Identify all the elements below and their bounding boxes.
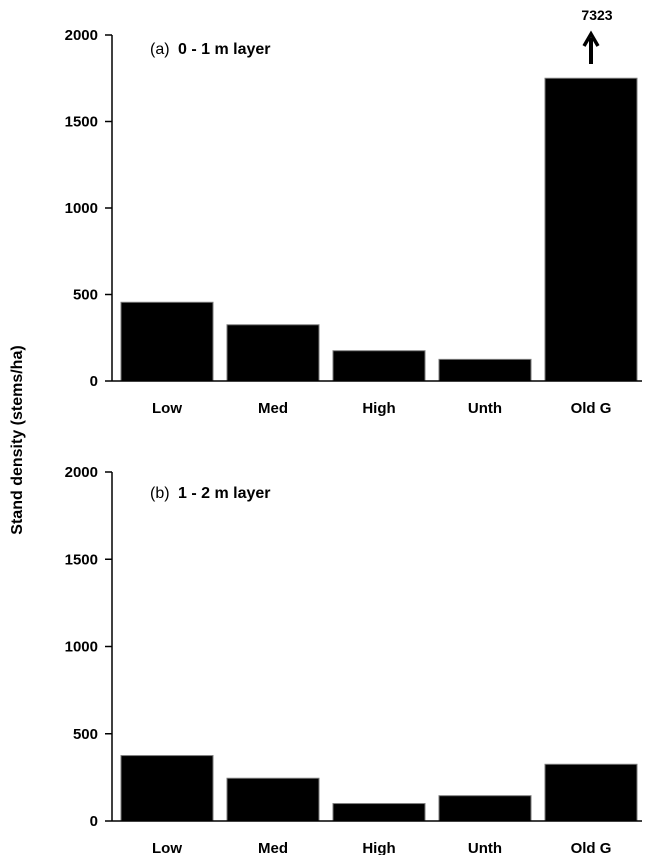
panel-a-ytick-label-1000: 1000 <box>65 200 98 217</box>
panel-a-ticks: 0 500 1000 1500 2000 <box>65 27 112 390</box>
panel-b-title-prefix: (b) <box>150 485 170 502</box>
panel-b: 0 500 1000 1500 2000 Low Med High Unth Old G (b)… <box>65 464 642 855</box>
panel-a-bar-low <box>120 301 214 382</box>
panel-a: 0 500 1000 1500 2000 Low Med High Unth Old G (a)… <box>65 7 642 417</box>
panel-a-categories: Low Med High Unth Old G <box>152 400 611 417</box>
panel-a-ytick-label-0: 0 <box>90 373 98 390</box>
panel-b-category-high: High <box>362 840 395 855</box>
panel-b-bar-unth <box>438 795 532 822</box>
panel-b-category-old-g: Old G <box>571 840 612 855</box>
panel-b-ytick-label-2000: 2000 <box>65 464 98 481</box>
panel-b-ytick-label-500: 500 <box>73 726 98 743</box>
panel-b-ticks: 0 500 1000 1500 2000 <box>65 464 112 830</box>
old-growth-value-label: 7323 <box>581 7 612 23</box>
panel-a-title-prefix: (a) <box>150 41 170 58</box>
panel-b-ytick-label-1500: 1500 <box>65 551 98 568</box>
panel-a-ytick-label-1500: 1500 <box>65 114 98 131</box>
up-arrow-icon <box>582 30 600 64</box>
panel-b-bars <box>120 755 638 822</box>
panel-a-title: (a) 0 - 1 m layer <box>150 41 271 58</box>
panel-b-ytick-label-0: 0 <box>90 813 98 830</box>
panel-a-ytick-label-2000: 2000 <box>65 27 98 44</box>
panel-b-title: (b) 1 - 2 m layer <box>150 485 271 502</box>
panel-a-ytick-label-500: 500 <box>73 287 98 304</box>
y-axis-label: Stand density (stems/ha) <box>9 345 26 534</box>
panel-a-bar-high <box>332 350 426 382</box>
panel-b-category-med: Med <box>258 840 288 855</box>
panel-a-title-text: 0 - 1 m layer <box>178 41 271 58</box>
panel-b-category-low: Low <box>152 840 182 855</box>
panel-a-bar-unth <box>438 358 532 382</box>
up-arrow-head <box>582 30 600 47</box>
panel-b-bar-high <box>332 803 426 822</box>
panel-a-category-unth: Unth <box>468 400 502 417</box>
panel-b-bar-low <box>120 755 214 822</box>
panel-a-category-old-g: Old G <box>571 400 612 417</box>
panel-a-bar-med <box>226 324 320 382</box>
panel-a-category-med: Med <box>258 400 288 417</box>
panel-b-categories: Low Med High Unth Old G <box>152 840 611 855</box>
panel-a-category-high: High <box>362 400 395 417</box>
panel-b-bar-old-g <box>544 763 638 822</box>
panel-a-bar-old-g <box>544 77 638 382</box>
panel-b-bar-med <box>226 777 320 822</box>
panel-b-title-text: 1 - 2 m layer <box>178 485 271 502</box>
panel-a-bars <box>120 77 638 382</box>
panel-b-ytick-label-1000: 1000 <box>65 639 98 656</box>
panel-b-category-unth: Unth <box>468 840 502 855</box>
panel-a-annotation: 7323 <box>581 7 613 64</box>
panel-a-category-low: Low <box>152 400 182 417</box>
